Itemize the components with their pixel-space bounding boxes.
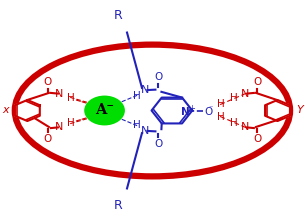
Text: N: N <box>55 122 63 132</box>
Text: O: O <box>154 72 163 82</box>
Text: H: H <box>67 93 75 103</box>
Text: N: N <box>241 89 250 99</box>
Text: O: O <box>204 107 213 117</box>
Text: O: O <box>253 134 262 144</box>
Text: C: C <box>47 92 48 93</box>
Text: H: H <box>230 93 238 103</box>
Polygon shape <box>15 100 40 121</box>
Text: R: R <box>114 199 122 212</box>
Text: H: H <box>67 118 75 128</box>
Text: N: N <box>55 89 63 99</box>
Circle shape <box>84 95 125 126</box>
Text: R: R <box>114 9 122 22</box>
Text: Y: Y <box>296 105 303 116</box>
Text: +: + <box>188 104 195 113</box>
Text: O: O <box>43 77 52 87</box>
Text: H: H <box>230 118 238 128</box>
Text: N: N <box>241 122 250 132</box>
Text: N: N <box>181 107 189 117</box>
Text: H: H <box>133 120 141 130</box>
Text: N: N <box>141 85 149 95</box>
Text: O: O <box>154 139 163 149</box>
Text: x: x <box>2 105 9 116</box>
Text: O: O <box>43 134 52 144</box>
Text: N: N <box>141 126 149 136</box>
Polygon shape <box>265 100 290 121</box>
Text: H: H <box>217 99 224 109</box>
Polygon shape <box>152 97 192 124</box>
Text: A⁻: A⁻ <box>95 103 114 118</box>
Text: O: O <box>253 77 262 87</box>
Text: ⁻: ⁻ <box>209 104 213 113</box>
Text: H: H <box>217 112 224 122</box>
Text: H: H <box>133 91 141 101</box>
